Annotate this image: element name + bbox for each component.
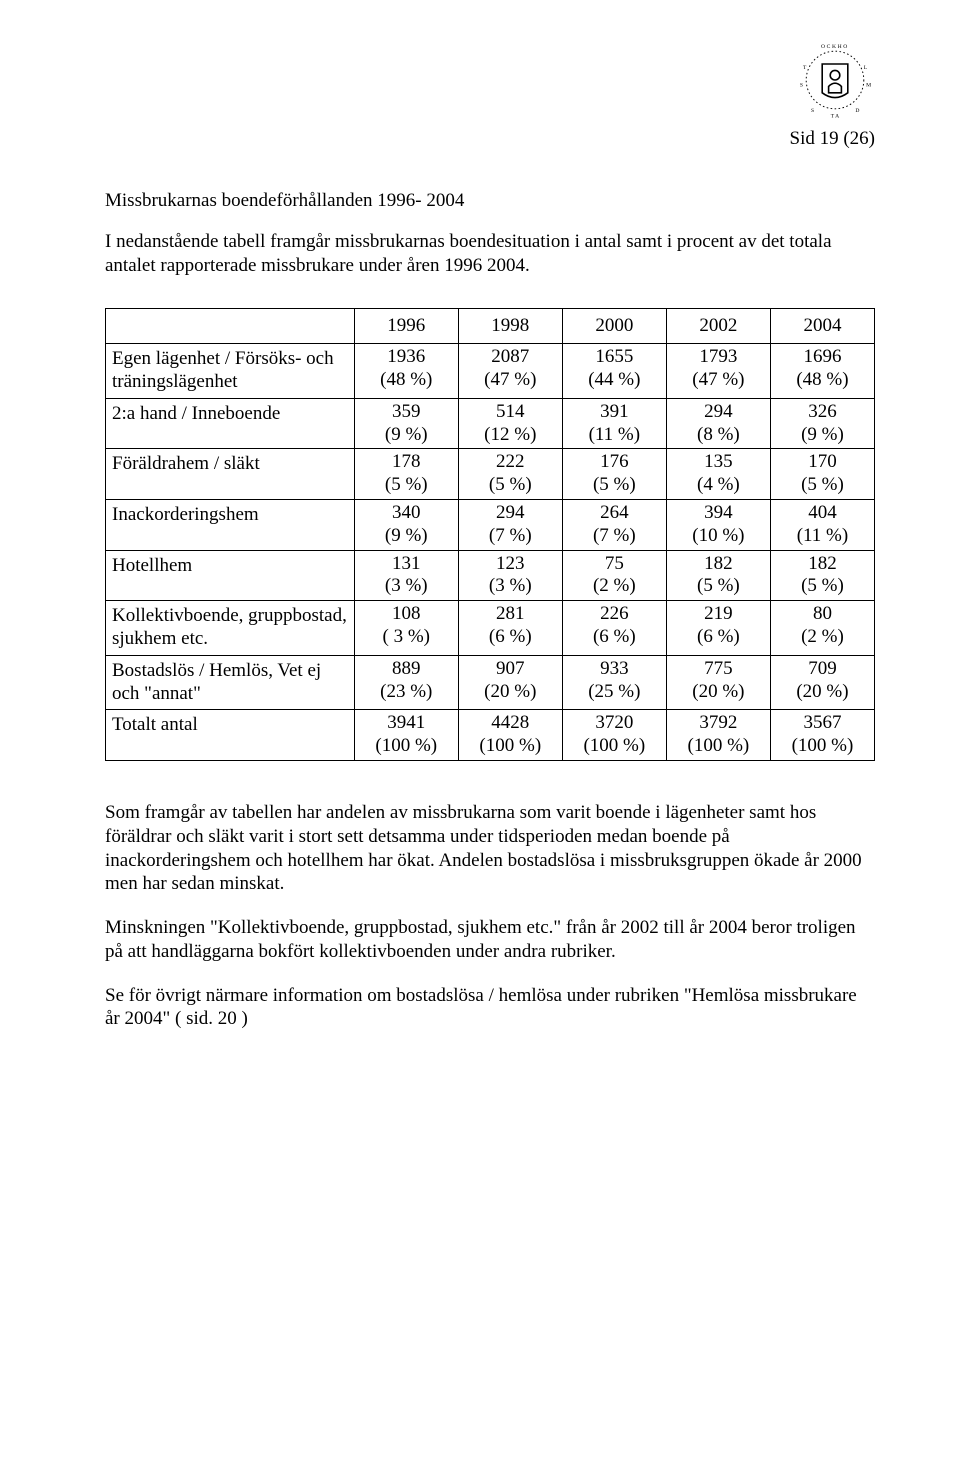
svg-text:S: S xyxy=(811,108,814,114)
data-cell: 709(20 %) xyxy=(770,655,874,710)
document-page: OCKHO T L S M S T A D Sid 19 (26) Missbr… xyxy=(0,0,960,1111)
data-cell: 80(2 %) xyxy=(770,601,874,656)
svg-text:S: S xyxy=(800,82,803,88)
data-cell: 3941(100 %) xyxy=(354,710,458,761)
table-row: Totalt antal3941(100 %)4428(100 %)3720(1… xyxy=(106,710,875,761)
table-row: Bostadslös / Hemlös, Vet ej och "annat"8… xyxy=(106,655,875,710)
row-label: Föräldrahem / släkt xyxy=(106,449,355,500)
table-header: 2002 xyxy=(666,308,770,344)
table-row: Inackorderingshem340(9 %)294(7 %)264(7 %… xyxy=(106,500,875,551)
table-row: Egen lägenhet / Försöks- och träningsläg… xyxy=(106,344,875,399)
table-row: Kollektivboende, gruppbostad, sjukhem et… xyxy=(106,601,875,656)
table-row: Hotellhem131(3 %)123(3 %)75(2 %)182(5 %)… xyxy=(106,550,875,601)
data-cell: 131(3 %) xyxy=(354,550,458,601)
data-cell: 294(7 %) xyxy=(458,500,562,551)
data-cell: 264(7 %) xyxy=(562,500,666,551)
table-row: 2:a hand / Inneboende359(9 %)514(12 %)39… xyxy=(106,398,875,449)
data-cell: 514(12 %) xyxy=(458,398,562,449)
row-label: Hotellhem xyxy=(106,550,355,601)
body-paragraph: Se för övrigt närmare information om bos… xyxy=(105,984,875,1032)
row-label: 2:a hand / Inneboende xyxy=(106,398,355,449)
data-cell: 281(6 %) xyxy=(458,601,562,656)
data-cell: 3720(100 %) xyxy=(562,710,666,761)
data-cell: 889(23 %) xyxy=(354,655,458,710)
data-cell: 394(10 %) xyxy=(666,500,770,551)
data-cell: 108( 3 %) xyxy=(354,601,458,656)
row-label: Kollektivboende, gruppbostad, sjukhem et… xyxy=(106,601,355,656)
data-cell: 294(8 %) xyxy=(666,398,770,449)
svg-text:T: T xyxy=(803,65,807,71)
data-cell: 123(3 %) xyxy=(458,550,562,601)
data-cell: 182(5 %) xyxy=(666,550,770,601)
table-header: 2004 xyxy=(770,308,874,344)
svg-text:D: D xyxy=(855,108,859,114)
data-cell: 1793(47 %) xyxy=(666,344,770,399)
intro-paragraph: I nedanstående tabell framgår missbrukar… xyxy=(105,230,875,278)
data-cell: 226(6 %) xyxy=(562,601,666,656)
data-cell: 170(5 %) xyxy=(770,449,874,500)
data-cell: 219(6 %) xyxy=(666,601,770,656)
svg-text:M: M xyxy=(866,82,871,88)
data-cell: 340(9 %) xyxy=(354,500,458,551)
data-cell: 1655(44 %) xyxy=(562,344,666,399)
header: OCKHO T L S M S T A D xyxy=(105,40,875,120)
svg-text:OCKHO: OCKHO xyxy=(821,44,849,50)
row-label: Bostadslös / Hemlös, Vet ej och "annat" xyxy=(106,655,355,710)
data-cell: 75(2 %) xyxy=(562,550,666,601)
table-header-row: 1996 1998 2000 2002 2004 xyxy=(106,308,875,344)
data-cell: 135(4 %) xyxy=(666,449,770,500)
table-header: 1996 xyxy=(354,308,458,344)
table-row: Föräldrahem / släkt178(5 %)222(5 %)176(5… xyxy=(106,449,875,500)
page-number: Sid 19 (26) xyxy=(105,128,875,150)
data-cell: 178(5 %) xyxy=(354,449,458,500)
row-label: Egen lägenhet / Försöks- och träningsläg… xyxy=(106,344,355,399)
data-cell: 933(25 %) xyxy=(562,655,666,710)
body-paragraph: Minskningen "Kollektivboende, gruppbosta… xyxy=(105,916,875,964)
data-cell: 1936(48 %) xyxy=(354,344,458,399)
data-cell: 1696(48 %) xyxy=(770,344,874,399)
table-header: 2000 xyxy=(562,308,666,344)
data-cell: 907(20 %) xyxy=(458,655,562,710)
data-cell: 3567(100 %) xyxy=(770,710,874,761)
stockholm-stad-logo-icon: OCKHO T L S M S T A D xyxy=(795,40,875,120)
data-table: 1996 1998 2000 2002 2004 Egen lägenhet /… xyxy=(105,308,875,762)
data-cell: 176(5 %) xyxy=(562,449,666,500)
data-cell: 391(11 %) xyxy=(562,398,666,449)
data-cell: 3792(100 %) xyxy=(666,710,770,761)
section-heading: Missbrukarnas boendeförhållanden 1996- 2… xyxy=(105,190,875,212)
data-cell: 182(5 %) xyxy=(770,550,874,601)
table-header: 1998 xyxy=(458,308,562,344)
svg-text:T A: T A xyxy=(831,114,839,120)
table-header-empty xyxy=(106,308,355,344)
data-cell: 4428(100 %) xyxy=(458,710,562,761)
body-paragraph: Som framgår av tabellen har andelen av m… xyxy=(105,801,875,896)
data-cell: 222(5 %) xyxy=(458,449,562,500)
row-label: Totalt antal xyxy=(106,710,355,761)
row-label: Inackorderingshem xyxy=(106,500,355,551)
data-cell: 775(20 %) xyxy=(666,655,770,710)
data-cell: 326(9 %) xyxy=(770,398,874,449)
data-cell: 2087(47 %) xyxy=(458,344,562,399)
data-cell: 404(11 %) xyxy=(770,500,874,551)
svg-text:L: L xyxy=(864,65,868,71)
data-cell: 359(9 %) xyxy=(354,398,458,449)
